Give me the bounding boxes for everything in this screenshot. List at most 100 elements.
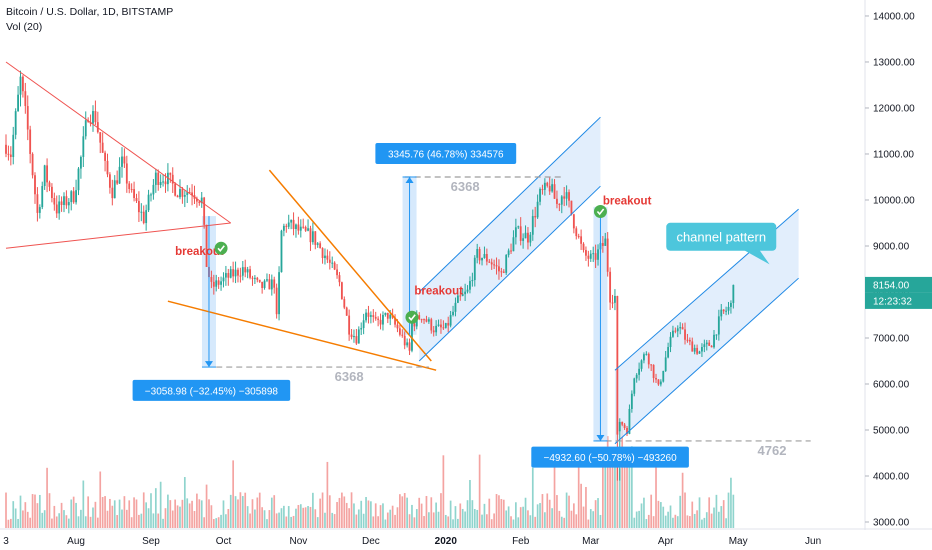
volume-bar (691, 501, 694, 528)
callout-box (666, 222, 777, 251)
candle-body (224, 273, 227, 278)
candle-body (29, 129, 32, 154)
y-tick-label: 5000.00 (873, 426, 910, 437)
volume-bar (408, 514, 411, 528)
volume-bar (703, 517, 706, 528)
volume-bar (162, 518, 164, 528)
volume-bar (676, 516, 679, 528)
candle-body (485, 253, 488, 262)
candle-body (299, 226, 302, 231)
volume-bar (645, 519, 648, 528)
candle-body (348, 315, 351, 335)
candle-body (512, 237, 515, 252)
volume-bar (725, 518, 727, 528)
candle-body (546, 182, 549, 186)
candle-body (672, 330, 674, 337)
candle-body (304, 227, 307, 231)
check-mark-icon (408, 314, 416, 322)
candle-body (466, 289, 469, 292)
candle-body (239, 275, 242, 277)
volume-bar (333, 514, 336, 528)
candle-body (594, 253, 597, 260)
volume-bar (75, 502, 77, 528)
volume-bar (469, 479, 471, 528)
volume-bar (660, 502, 662, 528)
candle-body (691, 341, 694, 352)
candle-body (188, 192, 191, 194)
candle-body (5, 144, 7, 154)
volume-bar (693, 513, 696, 528)
volume-bar (331, 512, 334, 528)
volume-bar (80, 509, 82, 528)
volume-bar (29, 517, 32, 528)
candle-body (79, 156, 82, 169)
volume-bar (299, 504, 302, 528)
candle-body (159, 182, 162, 185)
volume-bar (135, 499, 138, 528)
volume-bar (403, 493, 406, 528)
volume-bar (116, 515, 119, 528)
candle-body (133, 189, 135, 199)
volume-bar (72, 496, 75, 528)
candle-body (483, 253, 486, 258)
candle-body (150, 194, 152, 196)
candle-body (452, 311, 454, 316)
candle-body (67, 202, 70, 206)
candle-body (437, 324, 440, 326)
candle-body (162, 181, 164, 183)
volume-bar (519, 507, 522, 528)
volume-bar (713, 507, 715, 528)
candle-body (246, 269, 249, 273)
candle-body (179, 189, 181, 198)
candle-body (461, 294, 464, 296)
volume-bar (348, 508, 350, 528)
candle-body (362, 320, 365, 329)
candle-body (343, 299, 346, 308)
candle-body (408, 342, 411, 351)
candle-body (401, 334, 404, 336)
candle-body (510, 250, 512, 252)
volume-bar (585, 486, 587, 528)
candle-body (585, 250, 587, 256)
candle-body (106, 160, 109, 175)
candle-body (655, 378, 657, 380)
candle-body (311, 231, 314, 243)
volume-bar (205, 484, 208, 528)
volume-bar (34, 494, 36, 528)
y-tick-label: 9000.00 (873, 241, 910, 252)
volume-bar (254, 509, 256, 528)
volume-bar (261, 507, 263, 528)
candle-body (135, 198, 138, 201)
candle-body (664, 357, 667, 371)
volume-bar (167, 494, 169, 528)
candle-body (556, 198, 558, 204)
symbol-title[interactable]: Bitcoin / U.S. Dollar, 1D, BITSTAMP (6, 6, 174, 18)
candle-body (572, 214, 575, 229)
x-tick-label: Nov (289, 536, 307, 547)
candle-body (222, 277, 225, 282)
volume-bar (541, 494, 544, 528)
volume-bar (198, 499, 201, 528)
volume-bar (304, 507, 307, 528)
candle-body (94, 111, 97, 123)
candle-body (611, 302, 614, 304)
candle-body (350, 334, 353, 338)
candle-body (379, 319, 382, 325)
candle-body (507, 250, 510, 256)
candle-body (130, 189, 133, 191)
candle-body (280, 230, 283, 273)
candle-body (195, 198, 198, 202)
volume-indicator-label[interactable]: Vol (20) (6, 21, 43, 33)
candle-body (191, 192, 193, 196)
candle-body (645, 353, 648, 355)
volume-bar (425, 495, 428, 528)
trend-drawings[interactable] (5, 61, 811, 445)
volume-bar (473, 508, 476, 528)
triangle-line-2 (5, 222, 231, 249)
volume-bar (24, 502, 27, 528)
x-tick-label: Aug (67, 536, 85, 547)
check-icon (405, 310, 419, 324)
candle-body (43, 165, 46, 187)
